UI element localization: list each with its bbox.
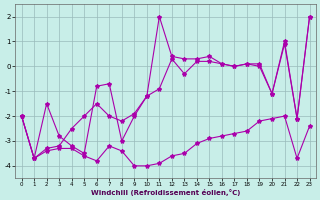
X-axis label: Windchill (Refroidissement éolien,°C): Windchill (Refroidissement éolien,°C) [91, 189, 240, 196]
